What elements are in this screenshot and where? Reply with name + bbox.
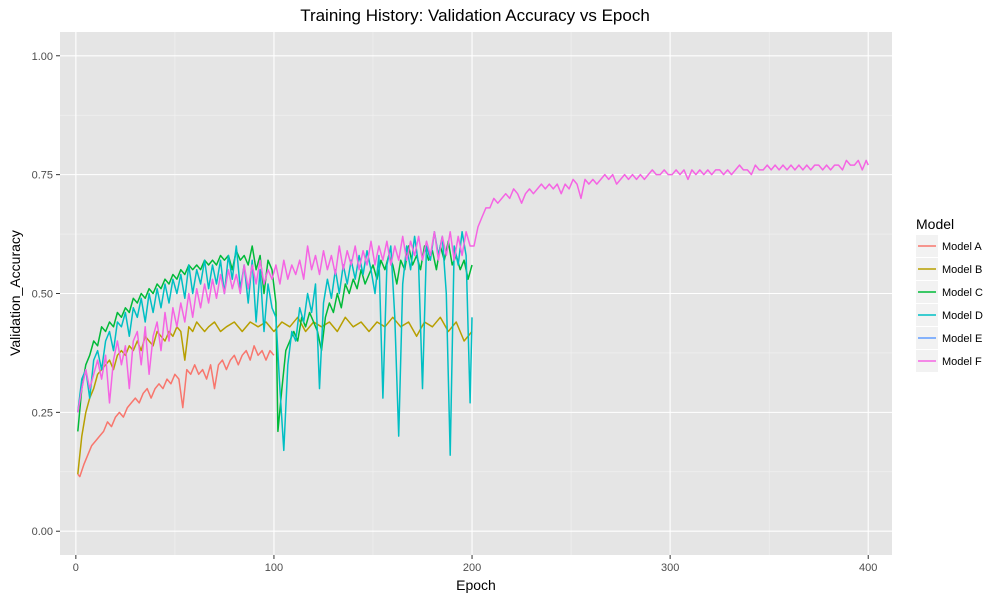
- legend-label: Model C: [942, 287, 983, 299]
- x-tick-label: 300: [661, 562, 679, 574]
- series-line-model-c: [77, 240, 473, 433]
- legend-label: Model F: [942, 356, 982, 368]
- series-line-model-a: [77, 345, 275, 478]
- y-tick-label: 0.50: [32, 289, 53, 301]
- x-tick-label: 400: [859, 562, 877, 574]
- series-line-model-b: [77, 316, 473, 475]
- y-tick-label: 1.00: [32, 51, 53, 63]
- major-gridlines: [60, 32, 892, 555]
- x-axis-ticks: 0 100 200 300 400: [73, 555, 877, 574]
- series-line-model-f: [77, 159, 869, 413]
- y-axis-title: Validation_Accuracy: [7, 230, 23, 356]
- chart-title: Training History: Validation Accuracy vs…: [300, 6, 650, 25]
- y-tick-label: 0.25: [32, 407, 53, 419]
- legend-label: Model B: [942, 264, 982, 276]
- legend-title: Model: [916, 216, 954, 232]
- series-lines: [77, 159, 869, 478]
- legend-label: Model E: [942, 333, 982, 345]
- legend: Model Model A Model B Model C Model D Model …: [916, 216, 983, 372]
- legend-label: Model D: [942, 310, 983, 322]
- x-tick-label: 100: [265, 562, 283, 574]
- x-tick-label: 0: [73, 562, 79, 574]
- x-tick-label: 200: [463, 562, 481, 574]
- legend-label: Model A: [942, 241, 982, 253]
- x-axis-title: Epoch: [456, 577, 496, 593]
- y-tick-label: 0.00: [32, 526, 53, 538]
- y-tick-label: 0.75: [32, 170, 53, 182]
- y-axis-ticks: 0.00 0.25 0.50 0.75 1.00: [32, 51, 60, 538]
